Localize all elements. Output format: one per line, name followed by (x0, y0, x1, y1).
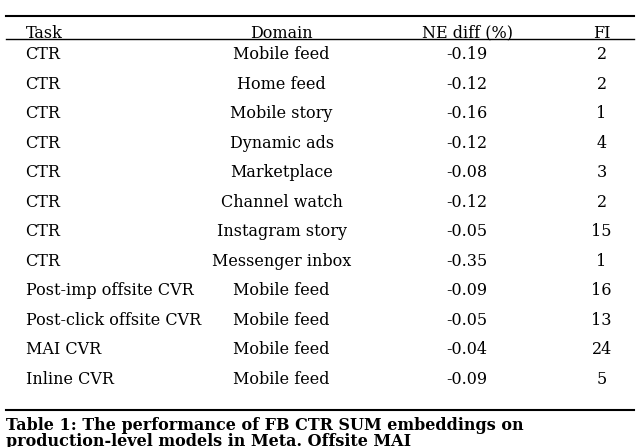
Text: FI: FI (593, 25, 611, 42)
Text: Channel watch: Channel watch (221, 194, 342, 211)
Text: CTR: CTR (26, 76, 61, 93)
Text: CTR: CTR (26, 46, 61, 63)
Text: Mobile feed: Mobile feed (234, 282, 330, 299)
Text: -0.04: -0.04 (447, 341, 488, 358)
Text: 2: 2 (596, 194, 607, 211)
Text: CTR: CTR (26, 135, 61, 152)
Text: Mobile feed: Mobile feed (234, 341, 330, 358)
Text: 2: 2 (596, 76, 607, 93)
Text: -0.12: -0.12 (447, 135, 488, 152)
Text: Mobile feed: Mobile feed (234, 371, 330, 388)
Text: -0.09: -0.09 (447, 282, 488, 299)
Text: Instagram story: Instagram story (216, 223, 347, 240)
Text: Mobile story: Mobile story (230, 105, 333, 122)
Text: -0.19: -0.19 (447, 46, 488, 63)
Text: 1: 1 (596, 105, 607, 122)
Text: -0.08: -0.08 (447, 164, 488, 181)
Text: 4: 4 (596, 135, 607, 152)
Text: Home feed: Home feed (237, 76, 326, 93)
Text: -0.09: -0.09 (447, 371, 488, 388)
Text: Mobile feed: Mobile feed (234, 46, 330, 63)
Text: 13: 13 (591, 312, 612, 329)
Text: -0.05: -0.05 (447, 312, 488, 329)
Text: 2: 2 (596, 46, 607, 63)
Text: -0.16: -0.16 (447, 105, 488, 122)
Text: NE diff (%): NE diff (%) (422, 25, 513, 42)
Text: 24: 24 (591, 341, 612, 358)
Text: 15: 15 (591, 223, 612, 240)
Text: Domain: Domain (250, 25, 313, 42)
Text: Post-imp offsite CVR: Post-imp offsite CVR (26, 282, 193, 299)
Text: 5: 5 (596, 371, 607, 388)
Text: CTR: CTR (26, 164, 61, 181)
Text: Task: Task (26, 25, 63, 42)
Text: Table 1: The performance of FB CTR SUM embeddings on: Table 1: The performance of FB CTR SUM e… (6, 417, 524, 434)
Text: -0.35: -0.35 (447, 253, 488, 270)
Text: 3: 3 (596, 164, 607, 181)
Text: -0.05: -0.05 (447, 223, 488, 240)
Text: -0.12: -0.12 (447, 194, 488, 211)
Text: MAI CVR: MAI CVR (26, 341, 101, 358)
Text: 1: 1 (596, 253, 607, 270)
Text: 16: 16 (591, 282, 612, 299)
Text: CTR: CTR (26, 253, 61, 270)
Text: Dynamic ads: Dynamic ads (230, 135, 333, 152)
Text: CTR: CTR (26, 105, 61, 122)
Text: Mobile feed: Mobile feed (234, 312, 330, 329)
Text: CTR: CTR (26, 194, 61, 211)
Text: Messenger inbox: Messenger inbox (212, 253, 351, 270)
Text: production-level models in Meta. Offsite MAI: production-level models in Meta. Offsite… (6, 433, 412, 447)
Text: -0.12: -0.12 (447, 76, 488, 93)
Text: Inline CVR: Inline CVR (26, 371, 114, 388)
Text: Marketplace: Marketplace (230, 164, 333, 181)
Text: Post-click offsite CVR: Post-click offsite CVR (26, 312, 201, 329)
Text: CTR: CTR (26, 223, 61, 240)
